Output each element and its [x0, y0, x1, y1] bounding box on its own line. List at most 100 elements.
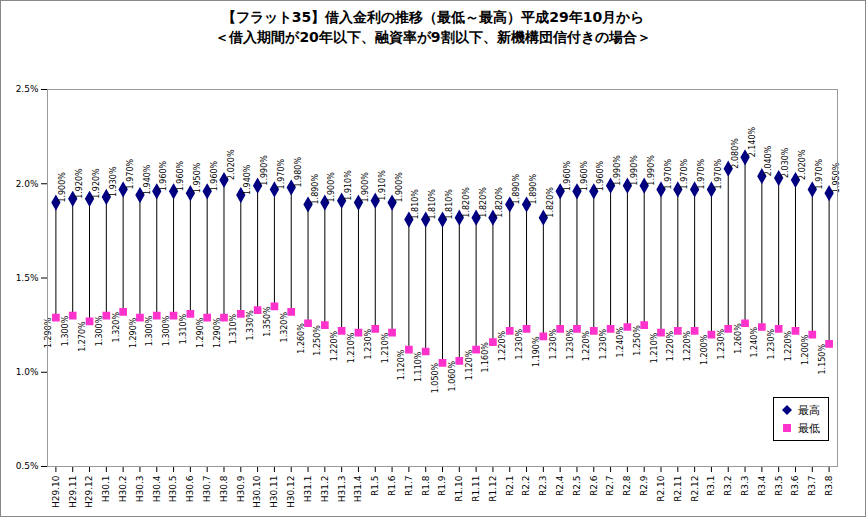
svg-text:1.060%: 1.060%	[448, 361, 457, 392]
svg-text:R2.10: R2.10	[656, 475, 666, 502]
svg-text:1.150%: 1.150%	[818, 344, 827, 375]
svg-text:1.990%: 1.990%	[613, 155, 622, 186]
svg-text:H30.4: H30.4	[152, 475, 162, 502]
svg-text:1.160%: 1.160%	[481, 342, 490, 373]
svg-text:1.230%: 1.230%	[599, 329, 608, 360]
svg-text:1.910%: 1.910%	[378, 170, 387, 201]
svg-text:H30.12: H30.12	[286, 476, 296, 509]
svg-text:H29.12: H29.12	[84, 476, 94, 509]
svg-text:H29.11: H29.11	[68, 476, 78, 509]
svg-text:H30.1: H30.1	[101, 476, 111, 503]
svg-text:1.990%: 1.990%	[630, 155, 639, 186]
svg-text:2.5%: 2.5%	[16, 84, 39, 94]
svg-text:2.040%: 2.040%	[764, 145, 773, 176]
svg-text:1.290%: 1.290%	[129, 317, 138, 348]
svg-text:R2.8: R2.8	[622, 475, 632, 496]
svg-text:1.110%: 1.110%	[414, 351, 423, 382]
svg-text:1.890%: 1.890%	[512, 174, 521, 205]
svg-text:H31.4: H31.4	[353, 475, 363, 502]
svg-text:1.810%: 1.810%	[411, 189, 420, 220]
svg-text:R2.9: R2.9	[639, 475, 649, 496]
svg-text:R1.10: R1.10	[454, 475, 464, 502]
svg-text:1.350%: 1.350%	[263, 306, 272, 337]
svg-text:1.220%: 1.220%	[498, 330, 507, 361]
svg-text:1.300%: 1.300%	[162, 315, 171, 346]
svg-text:R2.3: R2.3	[538, 476, 548, 497]
svg-text:H29.10: H29.10	[51, 475, 61, 508]
svg-text:R1.5: R1.5	[370, 476, 380, 497]
svg-text:1.910%: 1.910%	[344, 170, 353, 201]
svg-text:R3.3: R3.3	[740, 476, 750, 497]
svg-text:H30.10: H30.10	[252, 475, 262, 508]
svg-text:1.210%: 1.210%	[650, 332, 659, 363]
svg-text:1.300%: 1.300%	[145, 315, 154, 346]
svg-text:1.230%: 1.230%	[717, 329, 726, 360]
svg-text:1.220%: 1.220%	[683, 330, 692, 361]
svg-text:1.960%: 1.960%	[210, 160, 219, 191]
svg-text:1.900%: 1.900%	[395, 172, 404, 203]
svg-text:1.210%: 1.210%	[381, 332, 390, 363]
svg-text:H31.1: H31.1	[303, 476, 313, 503]
svg-text:H30.9: H30.9	[236, 475, 246, 502]
svg-text:1.220%: 1.220%	[582, 330, 591, 361]
svg-text:1.960%: 1.960%	[176, 160, 185, 191]
svg-text:1.970%: 1.970%	[697, 159, 706, 190]
svg-text:R3.8: R3.8	[824, 475, 834, 496]
svg-text:1.260%: 1.260%	[297, 323, 306, 354]
svg-text:1.820%: 1.820%	[462, 187, 471, 218]
svg-text:1.900%: 1.900%	[327, 172, 336, 203]
svg-text:R3.7: R3.7	[807, 476, 817, 497]
svg-text:1.0%: 1.0%	[16, 367, 39, 377]
svg-text:1.820%: 1.820%	[495, 187, 504, 218]
svg-text:1.970%: 1.970%	[714, 159, 723, 190]
svg-text:R1.6: R1.6	[387, 475, 397, 496]
svg-text:R1.8: R1.8	[421, 475, 431, 496]
svg-text:1.950%: 1.950%	[832, 162, 841, 193]
svg-text:1.300%: 1.300%	[95, 315, 104, 346]
svg-text:2.080%: 2.080%	[731, 138, 740, 169]
svg-text:1.230%: 1.230%	[566, 329, 575, 360]
svg-text:1.230%: 1.230%	[364, 329, 373, 360]
svg-text:1.820%: 1.820%	[479, 187, 488, 218]
svg-text:R2.11: R2.11	[673, 476, 683, 502]
svg-text:1.950%: 1.950%	[193, 162, 202, 193]
svg-text:1.900%: 1.900%	[361, 172, 370, 203]
svg-text:1.230%: 1.230%	[767, 329, 776, 360]
svg-text:1.960%: 1.960%	[159, 160, 168, 191]
svg-text:1.960%: 1.960%	[563, 160, 572, 191]
svg-text:1.970%: 1.970%	[815, 159, 824, 190]
svg-text:0.5%: 0.5%	[16, 461, 39, 471]
svg-text:1.970%: 1.970%	[277, 159, 286, 190]
svg-text:1.250%: 1.250%	[633, 325, 642, 356]
svg-text:1.990%: 1.990%	[647, 155, 656, 186]
svg-text:1.990%: 1.990%	[260, 155, 269, 186]
svg-text:R2.7: R2.7	[605, 476, 615, 497]
svg-text:2.020%: 2.020%	[227, 149, 236, 180]
svg-text:H31.3: H31.3	[337, 476, 347, 503]
svg-text:1.320%: 1.320%	[112, 312, 121, 343]
svg-text:1.200%: 1.200%	[801, 334, 810, 365]
svg-text:1.290%: 1.290%	[44, 317, 53, 348]
svg-text:H30.3: H30.3	[135, 476, 145, 503]
svg-text:2.0%: 2.0%	[16, 179, 39, 189]
svg-text:1.960%: 1.960%	[596, 160, 605, 191]
svg-text:1.970%: 1.970%	[664, 159, 673, 190]
svg-text:H30.2: H30.2	[118, 476, 128, 503]
svg-text:R2.5: R2.5	[572, 476, 582, 497]
svg-text:R1.9: R1.9	[437, 475, 447, 496]
svg-text:R1.12: R1.12	[488, 476, 498, 502]
svg-text:1.940%: 1.940%	[243, 164, 252, 195]
svg-text:1.980%: 1.980%	[294, 157, 303, 188]
svg-text:R1.11: R1.11	[471, 476, 481, 502]
svg-text:2.140%: 2.140%	[748, 126, 757, 157]
svg-text:1.810%: 1.810%	[428, 189, 437, 220]
svg-text:1.970%: 1.970%	[680, 159, 689, 190]
svg-text:1.190%: 1.190%	[532, 336, 541, 367]
svg-text:1.050%: 1.050%	[431, 362, 440, 393]
svg-text:1.250%: 1.250%	[313, 325, 322, 356]
svg-text:1.120%: 1.120%	[397, 349, 406, 380]
svg-text:1.320%: 1.320%	[280, 312, 289, 343]
svg-text:1.220%: 1.220%	[666, 330, 675, 361]
svg-text:1.220%: 1.220%	[330, 330, 339, 361]
svg-text:1.300%: 1.300%	[61, 315, 70, 346]
